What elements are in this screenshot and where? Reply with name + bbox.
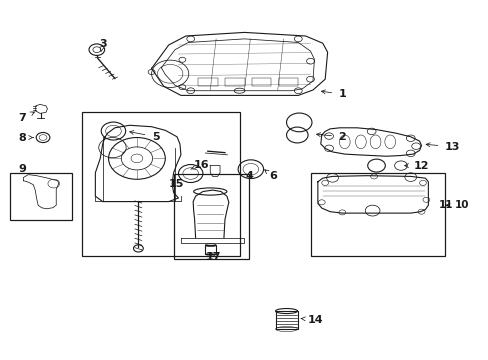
Text: 11: 11 xyxy=(438,200,452,210)
Bar xyxy=(224,78,244,86)
Text: 6: 6 xyxy=(264,170,276,181)
Text: 10: 10 xyxy=(446,200,468,210)
Text: 5: 5 xyxy=(129,131,159,142)
Text: 4: 4 xyxy=(245,171,253,181)
Text: 1: 1 xyxy=(321,89,346,99)
Text: 12: 12 xyxy=(404,161,428,171)
Bar xyxy=(251,78,271,86)
Text: 9: 9 xyxy=(19,164,26,174)
Text: 16: 16 xyxy=(190,160,209,170)
Bar xyxy=(278,78,298,86)
Bar xyxy=(310,173,444,256)
Bar xyxy=(205,245,216,254)
Text: 8: 8 xyxy=(19,132,33,143)
Bar xyxy=(198,78,217,86)
Bar xyxy=(10,173,72,220)
Text: 7: 7 xyxy=(19,112,34,123)
Text: 13: 13 xyxy=(425,142,459,152)
Text: 17: 17 xyxy=(205,252,221,262)
Bar xyxy=(82,112,239,256)
Bar xyxy=(275,311,297,329)
Text: 14: 14 xyxy=(301,315,323,325)
Text: 15: 15 xyxy=(168,179,183,189)
Bar xyxy=(173,174,249,259)
Text: 2: 2 xyxy=(316,132,346,142)
Text: 3: 3 xyxy=(99,39,106,52)
